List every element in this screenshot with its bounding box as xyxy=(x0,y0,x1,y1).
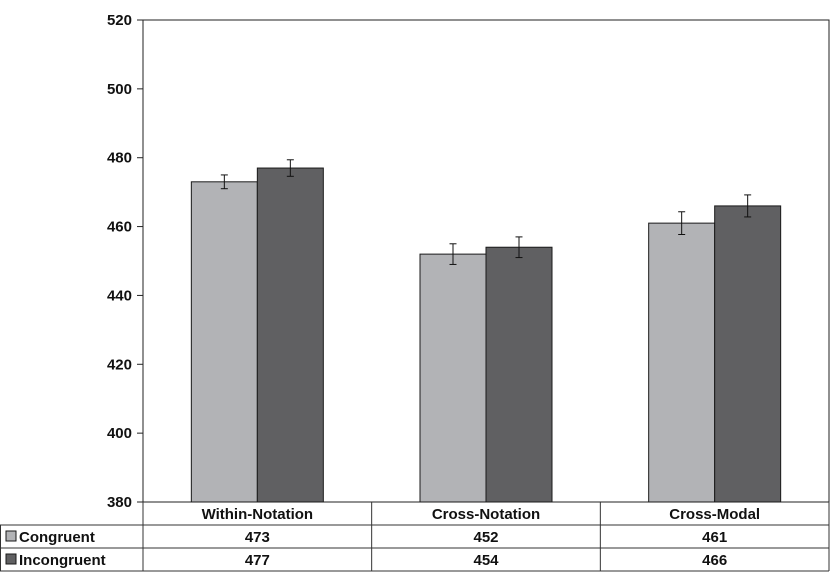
bar-incongruent-1 xyxy=(485,246,553,503)
error-bars xyxy=(220,159,752,265)
table-cell-value: 461 xyxy=(702,529,727,546)
y-tick-label: 440 xyxy=(107,287,132,304)
y-tick-label: 400 xyxy=(107,425,132,442)
y-tick-label: 420 xyxy=(107,356,132,373)
y-tick-label: 500 xyxy=(107,81,132,98)
y-axis: 380 400 420 440 460 480 500 520 xyxy=(107,12,143,511)
bar-incongruent-2 xyxy=(714,205,782,503)
legend-label-incongruent: Incongruent xyxy=(19,552,106,569)
bar-group xyxy=(190,167,782,503)
x-category-label: Cross-Notation xyxy=(432,506,540,523)
table-cell-value: 454 xyxy=(473,552,499,569)
y-tick-label: 460 xyxy=(107,219,132,236)
table-cell-value: 452 xyxy=(473,529,498,546)
x-category-label: Within-Notation xyxy=(202,506,314,523)
table-cell-value: 473 xyxy=(245,529,270,546)
bar-congruent-2 xyxy=(648,222,716,503)
data-table: Congruent 473 452 461 Incongruent 477 454 466 xyxy=(0,502,830,572)
x-axis-labels: Within-Notation Cross-Notation Cross-Modal xyxy=(202,506,761,523)
y-tick-label: 380 xyxy=(107,494,132,511)
bar-congruent-0 xyxy=(190,181,258,503)
legend-label-congruent: Congruent xyxy=(19,529,95,546)
legend-swatch-congruent xyxy=(5,530,17,542)
y-tick-label: 520 xyxy=(107,12,132,29)
legend-swatch-incongruent xyxy=(5,553,17,565)
table-cell-value: 477 xyxy=(245,552,270,569)
table-cell-value: 466 xyxy=(702,552,727,569)
x-category-label: Cross-Modal xyxy=(669,506,760,523)
bar-congruent-1 xyxy=(419,253,487,503)
bar-incongruent-0 xyxy=(256,167,324,503)
y-tick-label: 480 xyxy=(107,150,132,167)
